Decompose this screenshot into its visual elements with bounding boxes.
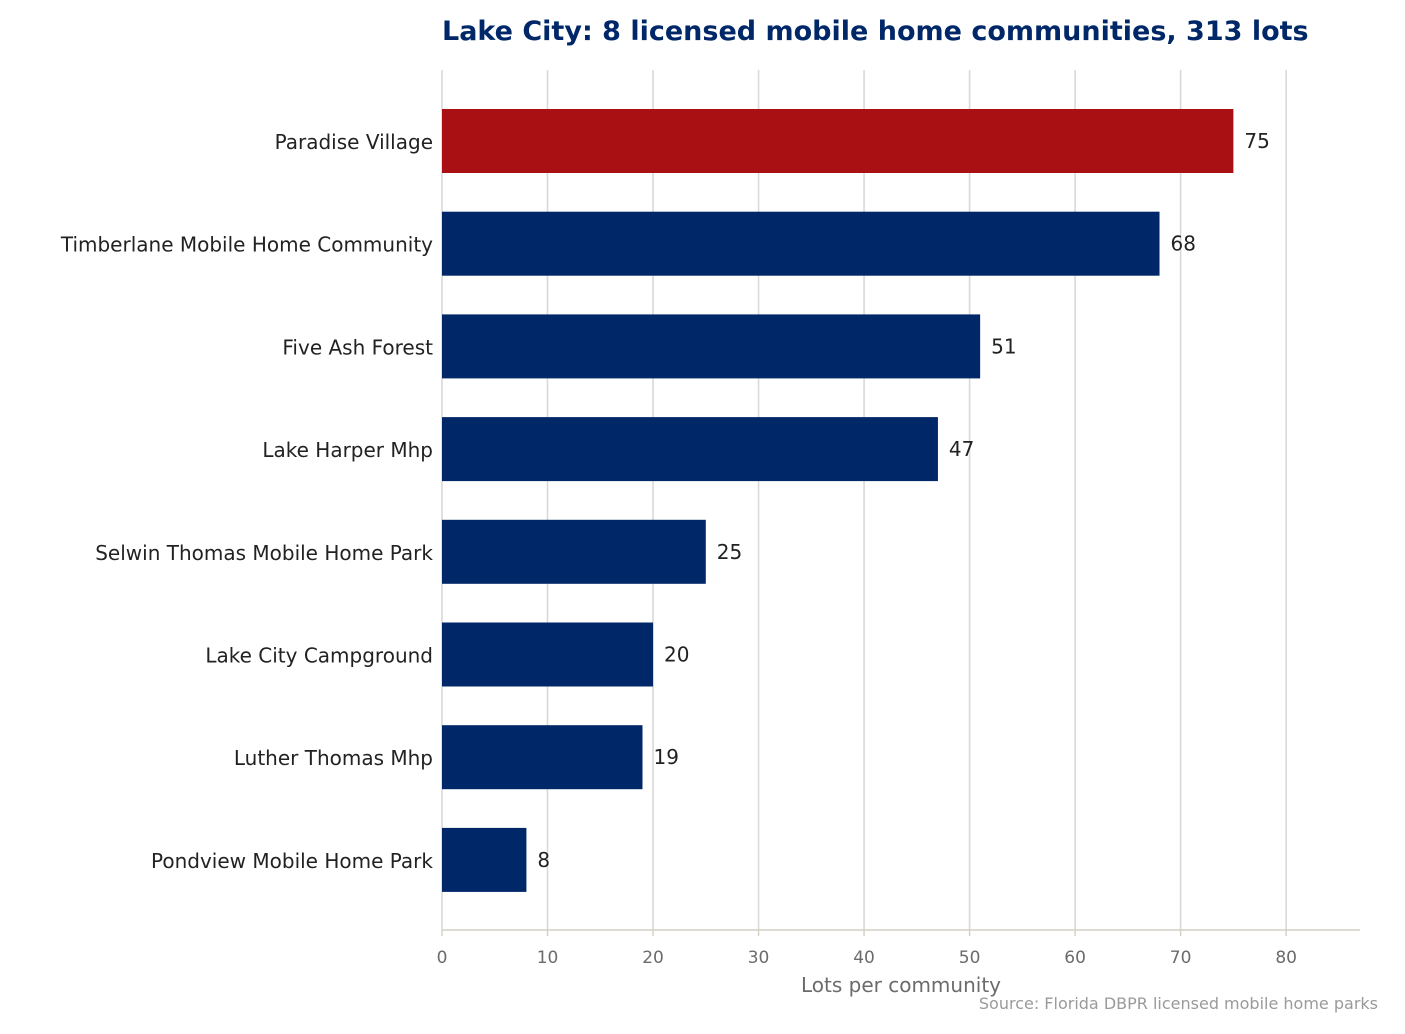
value-label: 19 — [653, 745, 678, 769]
x-tick-label: 50 — [959, 948, 981, 968]
bar-7 — [442, 725, 643, 790]
x-tick-label: 40 — [853, 948, 875, 968]
value-label: 25 — [717, 540, 742, 564]
category-label: Pondview Mobile Home Park — [151, 849, 433, 873]
category-label: Paradise Village — [275, 130, 433, 154]
value-label: 47 — [949, 437, 974, 461]
x-tick-label: 80 — [1275, 948, 1297, 968]
value-label: 51 — [991, 334, 1016, 358]
value-label: 75 — [1244, 129, 1269, 153]
category-labels: Paradise Village Timberlane Mobile Home C… — [60, 130, 434, 873]
x-axis-title: Lots per community — [801, 973, 1001, 997]
bar-6 — [442, 622, 654, 687]
x-tick-label: 0 — [437, 948, 448, 968]
category-label: Selwin Thomas Mobile Home Park — [95, 541, 433, 565]
bar-1 — [442, 109, 1234, 173]
x-tick-label: 20 — [642, 948, 664, 968]
x-tick-label: 30 — [748, 948, 770, 968]
category-label: Lake Harper Mhp — [262, 438, 433, 462]
value-label: 8 — [537, 848, 550, 872]
category-label: Timberlane Mobile Home Community — [60, 233, 433, 257]
x-tick-label: 70 — [1170, 948, 1192, 968]
category-label: Lake City Campground — [205, 644, 433, 668]
source-note: Source: Florida DBPR licensed mobile hom… — [979, 994, 1378, 1013]
x-tick-label: 10 — [537, 948, 559, 968]
bar-2 — [442, 211, 1160, 276]
chart-title: Lake City: 8 licensed mobile home commun… — [442, 16, 1309, 47]
bars — [442, 109, 1234, 892]
x-axis: 0 10 20 30 40 50 60 70 80 — [437, 929, 1360, 968]
bar-3 — [442, 314, 981, 379]
category-label: Luther Thomas Mhp — [234, 746, 433, 770]
bar-4 — [442, 417, 938, 482]
value-labels: 75 68 51 47 25 20 19 8 — [537, 129, 1269, 872]
gridlines — [441, 70, 1287, 930]
value-label: 20 — [664, 643, 689, 667]
bar-8 — [442, 827, 527, 892]
bar-5 — [442, 519, 706, 584]
value-label: 68 — [1171, 232, 1196, 256]
x-tick-label: 60 — [1064, 948, 1086, 968]
category-label: Five Ash Forest — [282, 335, 433, 359]
